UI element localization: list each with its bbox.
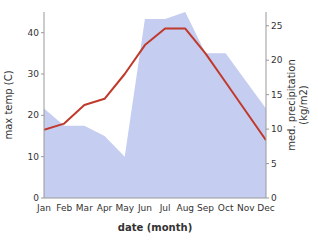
chart: 0 10 20 30 40 0 5 10 15 20 25 Jan Feb Mar AprMayJun Jul…: [0, 0, 318, 242]
x-tick-label: Jan: [36, 203, 51, 213]
y2-tick: [266, 198, 269, 199]
y-axis-label: max temp (C): [3, 70, 14, 139]
y-tick: [41, 198, 44, 199]
x-tick-label: Oct: [218, 203, 234, 213]
y-tick-label: 20: [28, 110, 40, 120]
y2-tick-label: 20: [271, 55, 283, 65]
y-tick: [41, 156, 44, 157]
y2-tick: [266, 25, 269, 26]
temperature-line: [44, 29, 266, 141]
y-tick: [41, 115, 44, 116]
y-tick: [41, 74, 44, 75]
y2-tick-label: 10: [271, 124, 283, 134]
x-tick-label: Jun: [137, 203, 152, 213]
x-tick-label: Sep: [197, 203, 214, 213]
y-tick-label: 40: [28, 28, 40, 38]
x-axis-line: [44, 198, 266, 199]
y2-tick-label: 15: [271, 90, 282, 100]
precipitation-area: [44, 12, 266, 198]
y-tick-label: 10: [28, 152, 40, 162]
y-tick: [41, 32, 44, 33]
x-axis-label: date (month): [118, 222, 192, 233]
y2-tick-label: 5: [271, 159, 277, 169]
y2-tick: [266, 94, 269, 95]
x-tick-label: Aug: [176, 203, 194, 213]
x-tick-label: Dec: [257, 203, 274, 213]
y2-tick: [266, 163, 269, 164]
x-tick-label: Feb: [56, 203, 72, 213]
y2-tick: [266, 129, 269, 130]
x-tick-label: Nov: [237, 203, 255, 213]
y-tick-label: 0: [33, 193, 39, 203]
plot-area: [44, 12, 266, 198]
y-tick-label: 30: [28, 69, 40, 79]
y2-tick-label: 25: [271, 21, 282, 31]
y2-axis-line: [266, 12, 267, 198]
x-tick-label: Mar: [76, 203, 93, 213]
y2-tick-label: 0: [271, 193, 277, 203]
y-axis-line: [44, 12, 45, 198]
x-tick-label: Apr: [97, 203, 113, 213]
x-tick-label: May: [115, 203, 134, 213]
y2-tick: [266, 60, 269, 61]
x-tick-label: Jul: [159, 203, 171, 213]
y2-axis-label: med. precipitation(kg/m2): [286, 59, 309, 151]
